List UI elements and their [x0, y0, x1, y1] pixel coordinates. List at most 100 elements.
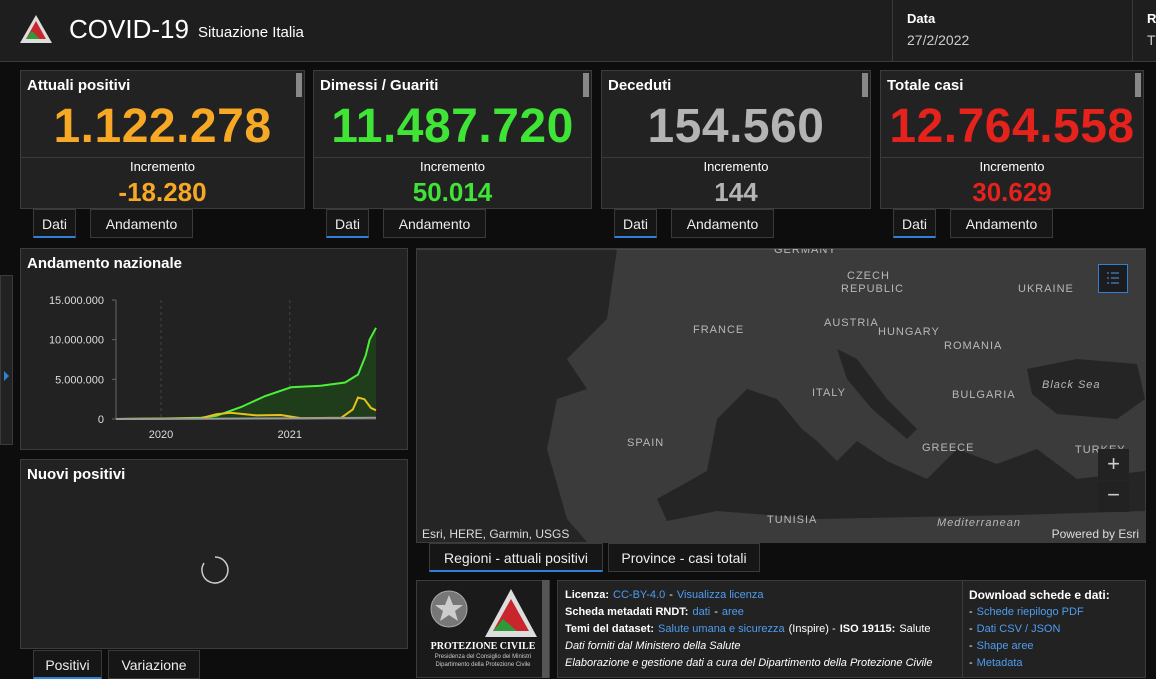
card-increment: -18.280: [118, 177, 207, 207]
map-label: GREECE: [922, 442, 975, 454]
y-tick-label: 15.000.000: [49, 295, 104, 307]
card-increment: 30.629: [972, 177, 1052, 207]
card-title: Attuali positivi: [27, 77, 131, 94]
app-subtitle: Situazione Italia: [198, 24, 304, 41]
text: Elaborazione e gestione dati a cura del …: [565, 657, 933, 669]
map-label: GERMANY: [774, 248, 837, 256]
footer-line: - Dati CSV / JSON: [969, 621, 1139, 638]
link[interactable]: Dati CSV / JSON: [976, 623, 1061, 635]
y-tick-label: 5.000.000: [55, 374, 104, 386]
emblems: [430, 589, 537, 637]
text: -: [969, 606, 973, 618]
line-chart: 0 5.000.000 10.000.000 15.000.000 2020 2021: [49, 295, 377, 441]
tab[interactable]: Positivi: [33, 650, 102, 679]
text: -: [969, 623, 973, 635]
logo-text: PROTEZIONE CIVILE: [430, 641, 536, 652]
tab[interactable]: Dati: [614, 209, 657, 238]
map-powered: Powered by Esri: [1051, 527, 1139, 541]
card-value: 12.764.558: [889, 100, 1135, 153]
side-toggle[interactable]: [0, 275, 13, 445]
card-value: 1.122.278: [53, 100, 272, 153]
panel-title: Nuovi positivi: [27, 466, 126, 483]
text: Scheda metadati RNDT:: [565, 606, 689, 618]
divider: [21, 157, 304, 158]
footer-line: - Schede riepilogo PDF: [969, 604, 1139, 621]
footer-line: Licenza: CC-BY-4.0- Visualizza licenza: [565, 587, 955, 604]
map-attribution: Esri, HERE, Garmin, USGS: [422, 527, 570, 541]
stat-card: Totale casi 12.764.558 Incremento 30.629: [880, 70, 1144, 209]
tab[interactable]: Dati: [893, 209, 936, 238]
link[interactable]: Shape aree: [976, 640, 1034, 652]
card-title: Totale casi: [887, 77, 964, 94]
link[interactable]: Metadata: [976, 657, 1023, 669]
link[interactable]: aree: [721, 606, 744, 618]
footer-line: Dati forniti dal Ministero della Salute: [565, 638, 955, 655]
link[interactable]: Schede riepilogo PDF: [976, 606, 1084, 618]
scrollbar: [862, 73, 868, 97]
logo-text: Dipartimento della Protezione Civile: [435, 662, 531, 668]
tab[interactable]: Regioni - attuali positivi: [429, 543, 603, 572]
card-value: 154.560: [647, 100, 825, 153]
text: -: [669, 589, 673, 601]
map-label: Mediterranean: [937, 517, 1021, 529]
tab[interactable]: Province - casi totali: [608, 543, 760, 572]
map-label: ITALY: [812, 387, 846, 399]
text: -: [969, 640, 973, 652]
scrollbar: [296, 73, 302, 97]
text: (Inspire) -: [788, 623, 836, 635]
card-title: Dimessi / Guariti: [320, 77, 439, 94]
map-label: AUSTRIA: [824, 317, 879, 329]
divider: [881, 157, 1143, 158]
increment-label: Incremento: [419, 159, 486, 174]
map-label: HUNGARY: [878, 326, 940, 338]
zoom-out[interactable]: −: [1098, 481, 1129, 512]
card-value: 11.487.720: [331, 100, 574, 153]
scrollbar: [583, 73, 589, 97]
stat-card: Attuali positivi 1.122.278 Incremento -18.2…: [20, 70, 305, 209]
link[interactable]: dati: [692, 606, 711, 618]
text: Salute: [899, 623, 931, 635]
header: COVID-19 Situazione Italia Data 27/2/202…: [0, 0, 1156, 62]
map-label: CZECH: [847, 270, 890, 282]
card-title: Deceduti: [608, 77, 672, 94]
tab[interactable]: Andamento: [90, 209, 193, 238]
cut-value: T: [1147, 32, 1156, 48]
text: ISO 19115:: [839, 623, 896, 635]
footer-info: Licenza: CC-BY-4.0- Visualizza licenza Sche…: [557, 580, 963, 678]
link[interactable]: Visualizza licenza: [676, 589, 764, 601]
footer-line: Temi del dataset: Salute umana e sicurezz…: [565, 621, 955, 638]
card-increment: 50.014: [412, 177, 493, 207]
divider: [602, 157, 870, 158]
legend-button[interactable]: [1098, 264, 1128, 293]
map-label: UKRAINE: [1018, 283, 1074, 295]
map[interactable]: GERMANY CZECH REPUBLIC UKRAINE FRANCE AU…: [416, 248, 1146, 543]
link[interactable]: CC-BY-4.0: [613, 589, 666, 601]
tab[interactable]: Dati: [33, 209, 76, 238]
text: Licenza:: [565, 589, 610, 601]
increment-label: Incremento: [129, 159, 196, 174]
new-positives-panel: Nuovi positivi: [20, 459, 408, 649]
tab[interactable]: Andamento: [671, 209, 774, 238]
tab[interactable]: Variazione: [108, 650, 200, 679]
link[interactable]: Salute umana e sicurezza: [658, 623, 785, 635]
x-tick-label: 2021: [278, 429, 302, 441]
download-title: Download schede e dati:: [969, 588, 1110, 602]
text: Temi del dataset:: [565, 623, 655, 635]
footer-line: - Shape aree: [969, 638, 1139, 655]
area: [116, 327, 376, 419]
map-base: [417, 249, 1145, 542]
scrollbar: [1135, 73, 1141, 97]
tab[interactable]: Andamento: [383, 209, 486, 238]
app-title: COVID-19: [69, 14, 189, 44]
y-tick-label: 0: [98, 414, 104, 426]
footer-line: Scheda metadati RNDT: dati - aree: [565, 604, 955, 621]
tab[interactable]: Andamento: [950, 209, 1053, 238]
logo: [20, 15, 52, 43]
map-label: REPUBLIC: [841, 283, 905, 295]
card-increment: 144: [714, 177, 758, 207]
zoom-in[interactable]: +: [1098, 449, 1129, 480]
tab[interactable]: Dati: [326, 209, 369, 238]
stat-card: Deceduti 154.560 Incremento 144: [601, 70, 871, 209]
date-label: Data: [907, 11, 936, 26]
logo-text: Presidenza del Consiglio dei Ministri: [434, 654, 532, 660]
